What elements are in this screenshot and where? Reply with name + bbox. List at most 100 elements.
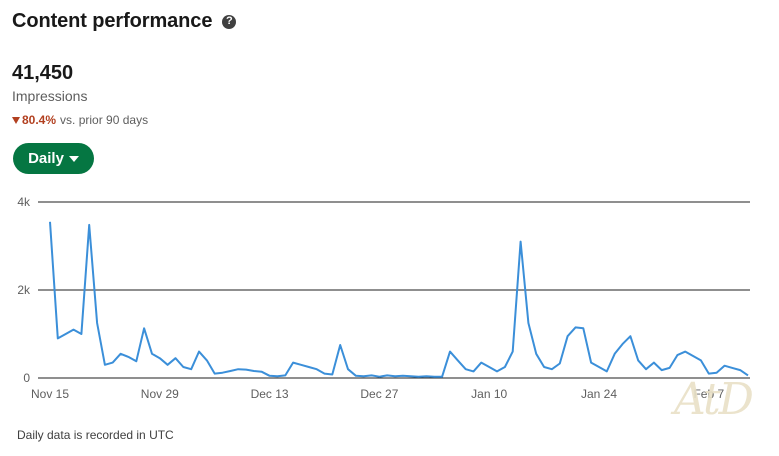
data-point[interactable] xyxy=(63,331,69,337)
data-point[interactable] xyxy=(290,360,296,366)
impressions-line-chart: 0 2k 4k Nov 15 Nov 29 Dec 13 Dec 27 Jan 10 Jan 2… xyxy=(17,195,750,401)
x-tick-label: Dec 27 xyxy=(360,387,398,401)
data-point[interactable] xyxy=(572,324,578,330)
data-point[interactable] xyxy=(47,219,53,225)
data-point[interactable] xyxy=(149,351,155,357)
data-point[interactable] xyxy=(620,341,626,347)
data-point[interactable] xyxy=(243,367,249,373)
data-point[interactable] xyxy=(557,360,563,366)
data-point[interactable] xyxy=(627,333,633,339)
data-point[interactable] xyxy=(588,360,594,366)
data-point[interactable] xyxy=(384,372,390,378)
data-point[interactable] xyxy=(455,357,461,363)
data-point[interactable] xyxy=(494,368,500,374)
x-tick-label: Dec 13 xyxy=(251,387,289,401)
data-point[interactable] xyxy=(471,368,477,374)
data-point[interactable] xyxy=(110,360,116,366)
data-point[interactable] xyxy=(353,373,359,379)
data-point[interactable] xyxy=(71,327,77,333)
data-point[interactable] xyxy=(251,368,257,374)
data-point[interactable] xyxy=(431,374,437,380)
data-point[interactable] xyxy=(463,366,469,372)
data-point[interactable] xyxy=(172,355,178,361)
data-point[interactable] xyxy=(580,325,586,331)
data-point[interactable] xyxy=(502,364,508,370)
data-point[interactable] xyxy=(682,349,688,355)
data-point[interactable] xyxy=(651,360,657,366)
change-percent: 80.4% xyxy=(22,113,57,127)
data-point[interactable] xyxy=(533,351,539,357)
data-point[interactable] xyxy=(321,371,327,377)
data-point[interactable] xyxy=(259,369,265,375)
data-point[interactable] xyxy=(274,373,280,379)
x-tick-label: Nov 29 xyxy=(141,387,179,401)
data-point[interactable] xyxy=(698,357,704,363)
header: Content performance ? xyxy=(12,10,237,33)
data-point[interactable] xyxy=(165,362,171,368)
data-point[interactable] xyxy=(392,373,398,379)
data-point[interactable] xyxy=(486,364,492,370)
data-point[interactable] xyxy=(361,373,367,379)
data-point[interactable] xyxy=(227,368,233,374)
data-point[interactable] xyxy=(376,374,382,380)
data-point[interactable] xyxy=(541,364,547,370)
data-point[interactable] xyxy=(55,335,61,341)
data-point[interactable] xyxy=(525,320,531,326)
data-point[interactable] xyxy=(306,364,312,370)
data-point[interactable] xyxy=(447,349,453,355)
data-point[interactable] xyxy=(729,365,735,371)
data-point[interactable] xyxy=(298,362,304,368)
data-point[interactable] xyxy=(267,373,273,379)
interval-dropdown-button[interactable]: Daily xyxy=(13,143,94,174)
data-point[interactable] xyxy=(180,364,186,370)
data-point[interactable] xyxy=(157,355,163,361)
data-point[interactable] xyxy=(212,371,218,377)
data-point[interactable] xyxy=(596,364,602,370)
impressions-value: 41,450 xyxy=(12,62,74,84)
data-point[interactable] xyxy=(667,365,673,371)
data-point[interactable] xyxy=(78,331,84,337)
data-point[interactable] xyxy=(400,373,406,379)
data-point[interactable] xyxy=(565,333,571,339)
data-point[interactable] xyxy=(94,320,100,326)
data-point[interactable] xyxy=(220,370,226,376)
data-point[interactable] xyxy=(737,367,743,373)
data-point[interactable] xyxy=(635,357,641,363)
data-point[interactable] xyxy=(196,349,202,355)
data-point[interactable] xyxy=(604,368,610,374)
data-point[interactable] xyxy=(133,358,139,364)
data-point[interactable] xyxy=(345,366,351,372)
data-point[interactable] xyxy=(510,349,516,355)
data-point[interactable] xyxy=(235,366,241,372)
data-point[interactable] xyxy=(612,351,618,357)
x-tick-label: Nov 15 xyxy=(31,387,69,401)
data-point[interactable] xyxy=(549,366,555,372)
data-point[interactable] xyxy=(329,371,335,377)
data-point[interactable] xyxy=(282,372,288,378)
data-point[interactable] xyxy=(102,362,108,368)
data-point[interactable] xyxy=(416,374,422,380)
y-tick-label: 2k xyxy=(17,283,31,297)
data-point[interactable] xyxy=(423,373,429,379)
data-point[interactable] xyxy=(478,360,484,366)
data-point[interactable] xyxy=(659,367,665,373)
data-point[interactable] xyxy=(86,222,92,228)
data-point[interactable] xyxy=(518,239,524,245)
data-point[interactable] xyxy=(204,357,210,363)
data-point[interactable] xyxy=(118,351,124,357)
data-point[interactable] xyxy=(439,374,445,380)
change-indicator: 80.4% vs. prior 90 days xyxy=(12,113,148,127)
data-point[interactable] xyxy=(141,325,147,331)
data-point[interactable] xyxy=(369,372,375,378)
data-point[interactable] xyxy=(643,366,649,372)
data-point[interactable] xyxy=(674,352,680,358)
question-circle-icon[interactable]: ? xyxy=(222,14,237,29)
data-point[interactable] xyxy=(408,373,414,379)
data-point[interactable] xyxy=(188,366,194,372)
data-point[interactable] xyxy=(337,342,343,348)
data-point[interactable] xyxy=(125,354,131,360)
data-point[interactable] xyxy=(314,366,320,372)
data-point[interactable] xyxy=(690,353,696,359)
x-tick-label: Jan 24 xyxy=(581,387,617,401)
data-point[interactable] xyxy=(721,363,727,369)
